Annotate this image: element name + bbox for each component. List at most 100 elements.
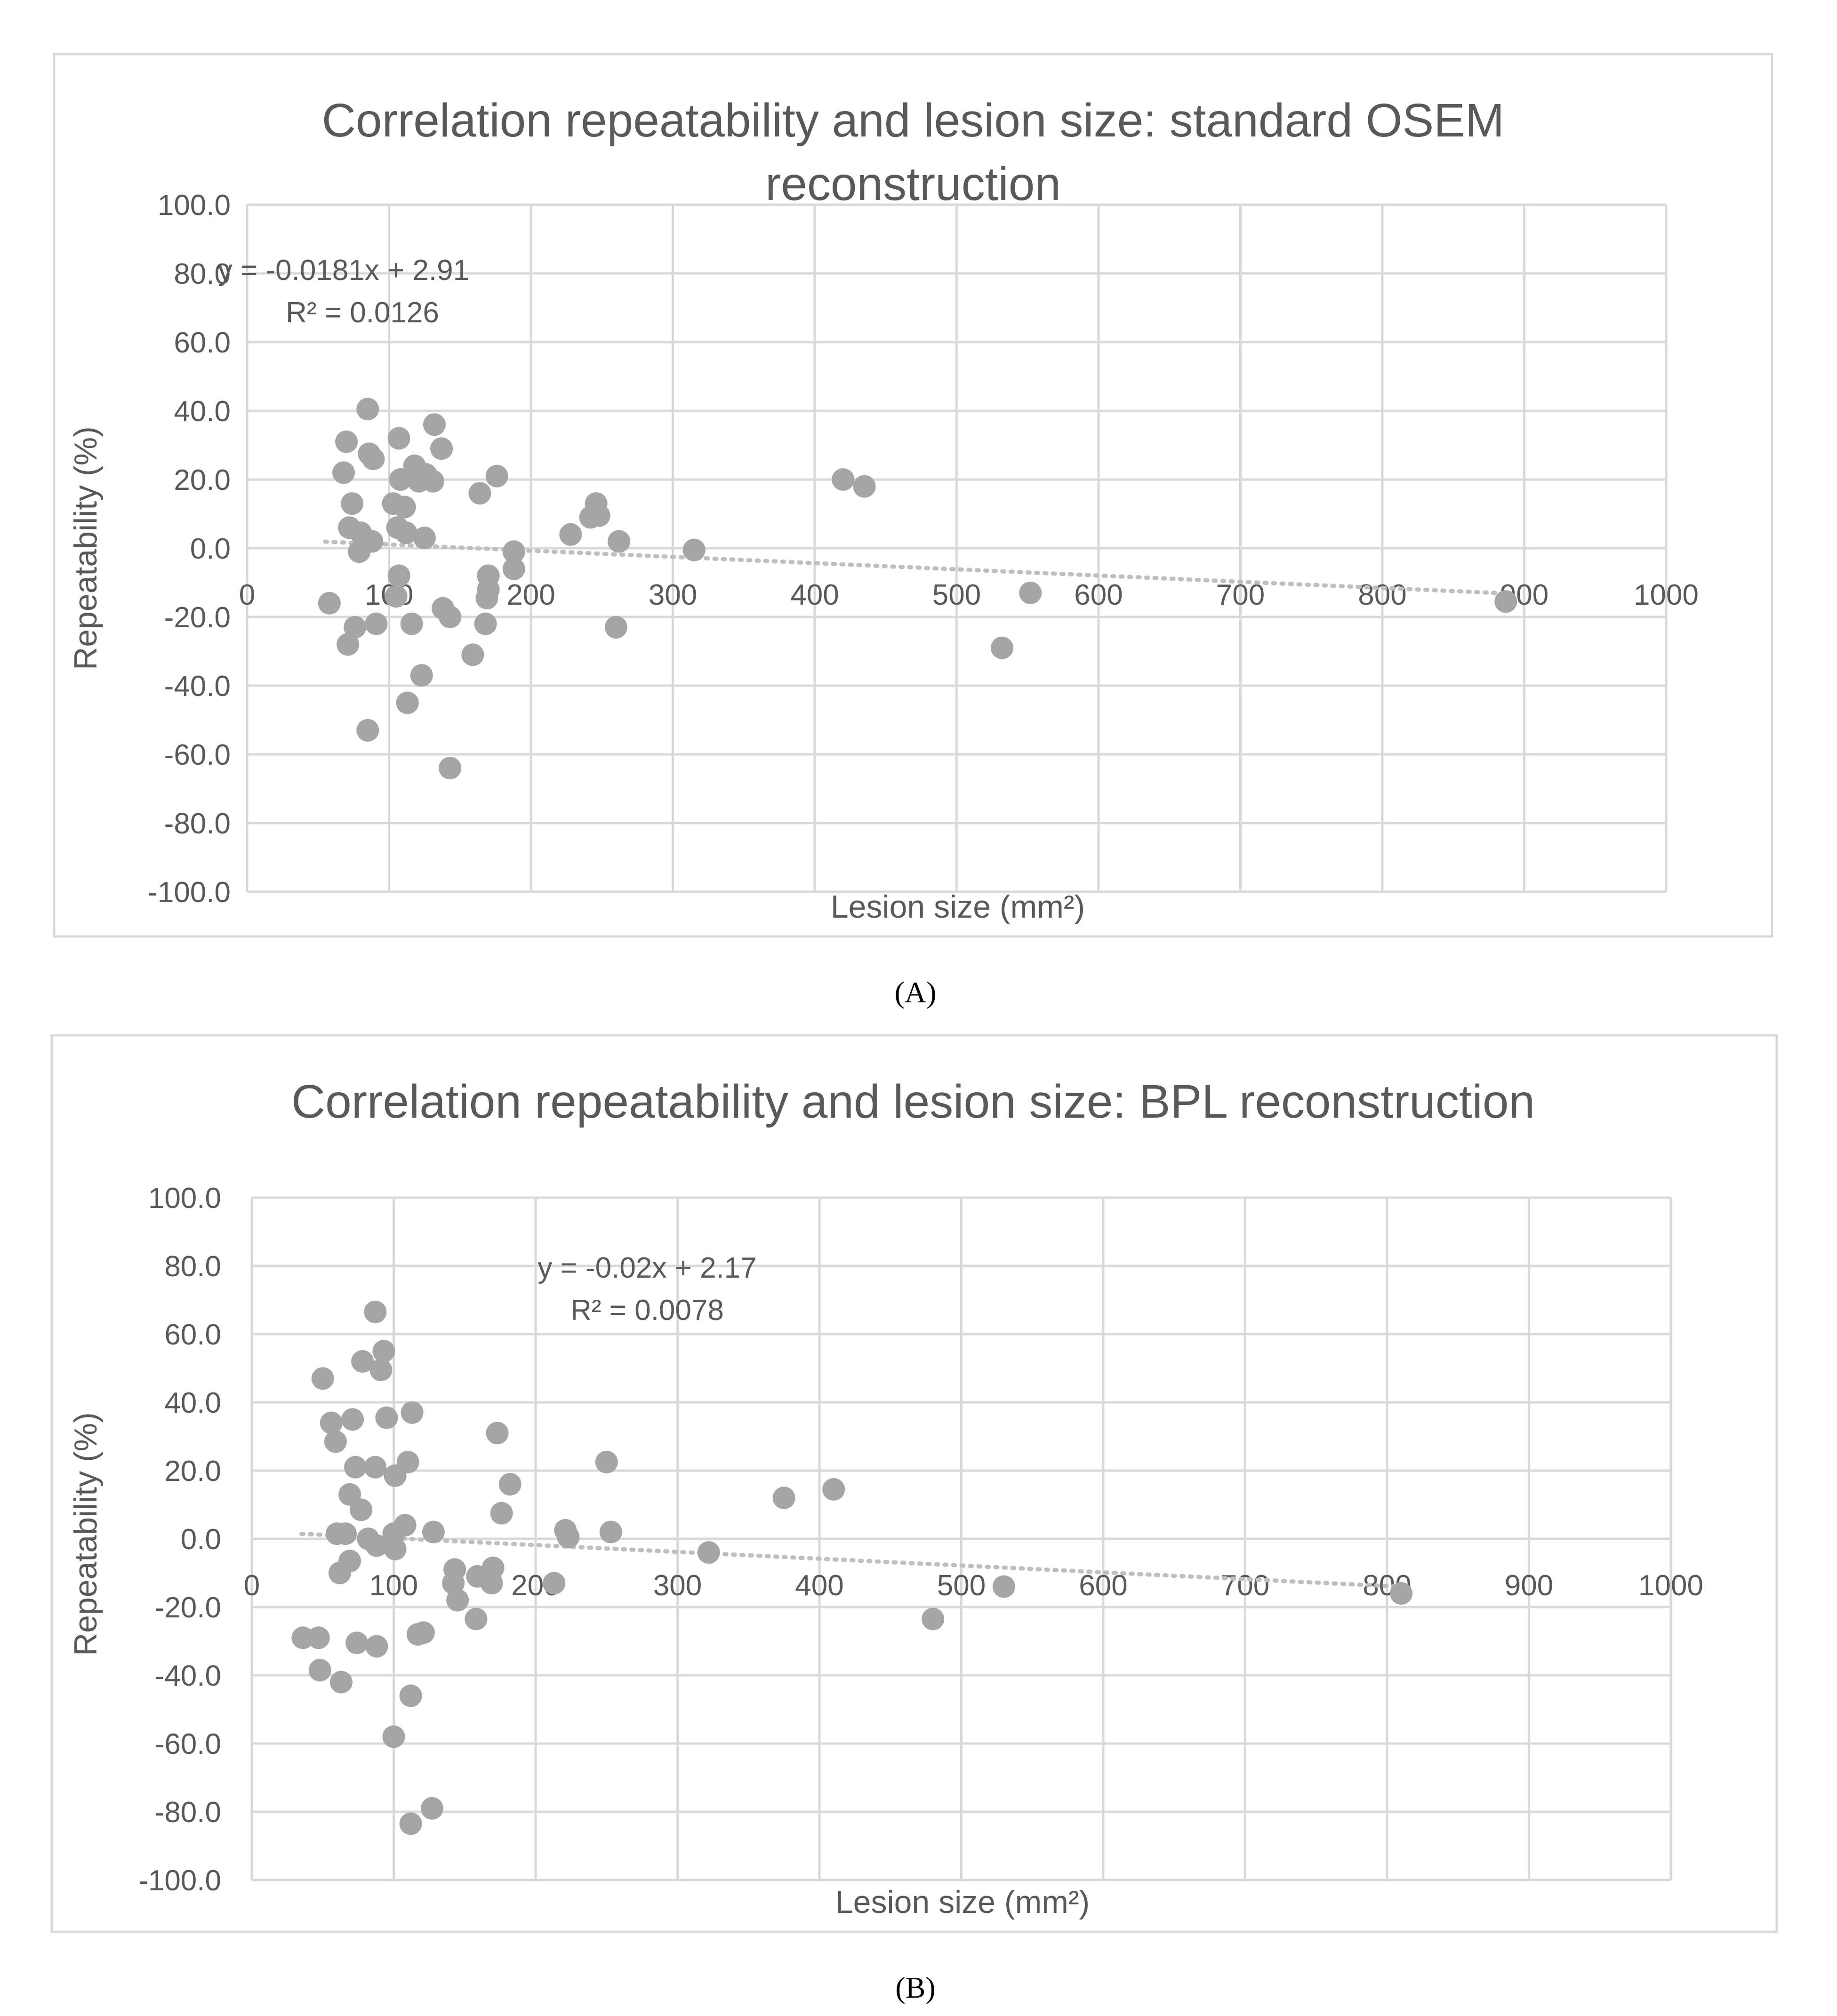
data-point bbox=[480, 1572, 503, 1595]
data-point bbox=[393, 496, 416, 519]
trendline-equation: y = -0.02x + 2.17 bbox=[537, 1252, 756, 1284]
x-tick-label: 400 bbox=[790, 579, 839, 611]
data-point bbox=[442, 1572, 465, 1595]
data-point bbox=[595, 1450, 618, 1473]
y-tick-label: 100.0 bbox=[158, 189, 231, 222]
data-point bbox=[474, 612, 497, 635]
y-tick-label: -20.0 bbox=[155, 1592, 221, 1624]
data-point bbox=[604, 616, 627, 639]
data-point bbox=[599, 1520, 622, 1544]
data-point bbox=[400, 612, 423, 635]
data-point bbox=[399, 1812, 422, 1835]
chart-title: Correlation repeatability and lesion siz… bbox=[322, 94, 1504, 210]
data-point bbox=[384, 1537, 407, 1560]
data-point bbox=[502, 540, 525, 563]
y-tick-label: 40.0 bbox=[174, 395, 231, 428]
data-point bbox=[372, 1340, 395, 1363]
data-point bbox=[364, 1300, 387, 1323]
data-point bbox=[557, 1526, 580, 1549]
x-tick-label: 300 bbox=[649, 579, 697, 611]
chart-title-line-1: Correlation repeatability and lesion siz… bbox=[291, 1075, 1535, 1128]
data-point bbox=[344, 1456, 367, 1479]
y-tick-label: 20.0 bbox=[174, 464, 231, 496]
data-point bbox=[587, 504, 610, 527]
data-point bbox=[335, 430, 358, 453]
data-point bbox=[468, 482, 491, 505]
data-point bbox=[350, 1498, 373, 1521]
data-point bbox=[430, 437, 453, 460]
data-point bbox=[389, 468, 412, 491]
y-tick-label: 0.0 bbox=[181, 1523, 221, 1556]
panel-caption-a: (A) bbox=[895, 976, 937, 1009]
data-point bbox=[345, 1632, 369, 1655]
data-point bbox=[922, 1608, 945, 1631]
data-point bbox=[320, 1411, 343, 1434]
gridlines bbox=[250, 1196, 1672, 1881]
data-point bbox=[365, 612, 388, 635]
y-axis-label: Repeatability (%) bbox=[68, 1412, 104, 1656]
data-point bbox=[475, 586, 498, 609]
data-point bbox=[318, 592, 341, 615]
data-point bbox=[365, 1635, 388, 1658]
data-point bbox=[485, 464, 508, 488]
x-tick-label: 400 bbox=[795, 1569, 843, 1602]
data-point bbox=[384, 1464, 407, 1487]
y-tick-label: -40.0 bbox=[155, 1660, 221, 1692]
data-point bbox=[385, 585, 408, 608]
x-tick-label: 600 bbox=[1074, 579, 1123, 611]
data-point bbox=[356, 719, 379, 742]
data-point bbox=[422, 1520, 445, 1544]
data-point bbox=[334, 1522, 357, 1545]
x-tick-label: 500 bbox=[932, 579, 981, 611]
data-point bbox=[772, 1487, 795, 1509]
data-point bbox=[502, 557, 525, 580]
data-point bbox=[410, 664, 433, 687]
data-point bbox=[607, 530, 630, 553]
x-axis-label: Lesion size (mm²) bbox=[835, 1884, 1090, 1920]
chart-frame bbox=[50, 1034, 1778, 1933]
data-point bbox=[387, 564, 410, 587]
x-tick-label: 500 bbox=[937, 1569, 986, 1602]
chart-title-line-1: Correlation repeatability and lesion siz… bbox=[322, 94, 1504, 147]
y-tick-label: -80.0 bbox=[164, 808, 231, 840]
data-point bbox=[341, 1408, 364, 1431]
data-point bbox=[486, 1422, 509, 1445]
data-point bbox=[992, 1575, 1015, 1598]
y-tick-label: -100.0 bbox=[138, 1864, 221, 1897]
y-tick-label: 80.0 bbox=[174, 258, 231, 290]
y-tick-label: 0.0 bbox=[190, 533, 231, 565]
data-point bbox=[990, 636, 1013, 659]
data-points bbox=[291, 1300, 1413, 1835]
trendline-equation: y = -0.0181x + 2.91 bbox=[218, 254, 469, 287]
data-point bbox=[365, 1534, 388, 1557]
data-point bbox=[559, 523, 582, 546]
data-point bbox=[498, 1473, 521, 1496]
data-point bbox=[543, 1572, 566, 1595]
r-squared-label: R² = 0.0078 bbox=[570, 1294, 724, 1327]
data-point bbox=[375, 1406, 398, 1429]
y-axis-label: Repeatability (%) bbox=[68, 426, 104, 670]
data-point bbox=[412, 1621, 435, 1644]
data-point bbox=[329, 1671, 353, 1694]
data-point bbox=[1494, 590, 1517, 613]
gridlines bbox=[246, 203, 1668, 893]
chart-panel-a: Correlation repeatability and lesion siz… bbox=[53, 53, 1773, 938]
x-tick-label: 1000 bbox=[1638, 1569, 1703, 1602]
y-tick-label: 100.0 bbox=[148, 1182, 221, 1215]
y-tick-label: -20.0 bbox=[164, 601, 231, 634]
r-squared-label: R² = 0.0126 bbox=[286, 296, 439, 329]
x-tick-label: 700 bbox=[1221, 1569, 1269, 1602]
data-point bbox=[822, 1478, 845, 1501]
data-point bbox=[351, 1350, 374, 1373]
data-point bbox=[465, 1608, 488, 1631]
data-point bbox=[446, 1589, 469, 1612]
x-tick-label: 300 bbox=[653, 1569, 702, 1602]
data-point bbox=[461, 643, 484, 666]
panel-caption-b: (B) bbox=[895, 1971, 935, 2004]
data-point bbox=[344, 616, 367, 639]
data-points bbox=[318, 398, 1517, 780]
data-point bbox=[697, 1541, 720, 1564]
data-point bbox=[364, 1456, 387, 1479]
